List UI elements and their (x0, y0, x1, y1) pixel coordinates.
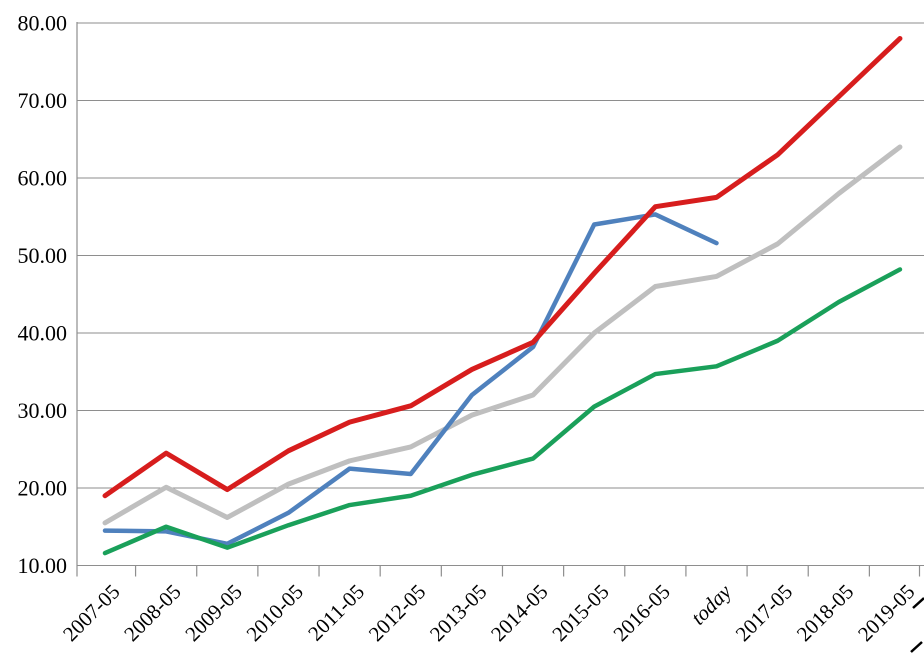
x-axis-label: 2015-05 (547, 580, 613, 646)
y-axis-label: 80.00 (18, 11, 68, 36)
x-axis-label: 2011-05 (303, 580, 369, 646)
x-axis-label: 2009-05 (180, 580, 246, 646)
y-axis-label: 20.00 (18, 476, 68, 501)
x-axis-label: 2010-05 (242, 580, 308, 646)
y-axis-label: 50.00 (18, 243, 68, 268)
cropped-label-fragment (912, 597, 924, 609)
x-axis-label: 2013-05 (425, 580, 491, 646)
x-axis-label: 2018-05 (792, 580, 858, 646)
red-series-line (102, 36, 903, 499)
x-axis-label: 2008-05 (119, 580, 185, 646)
y-axis-label: 60.00 (18, 166, 68, 191)
x-axis-label: 2014-05 (486, 580, 552, 646)
y-axis-label: 70.00 (18, 88, 68, 113)
cropped-label-fragment (910, 641, 923, 653)
x-axis-label: 2012-05 (364, 580, 430, 646)
x-axis-label: today (686, 579, 736, 629)
x-axis-label: 2017-05 (731, 580, 797, 646)
x-axis-label: 2007-05 (58, 580, 124, 646)
green-series-line (102, 267, 903, 556)
y-axis-label: 30.00 (18, 398, 68, 423)
x-axis-label: 2019-05 (853, 580, 919, 646)
gray-series-line (102, 144, 903, 526)
x-axis-label: 2016-05 (608, 580, 674, 646)
y-axis-label: 10.00 (18, 553, 68, 578)
y-axis-label: 40.00 (18, 321, 68, 346)
